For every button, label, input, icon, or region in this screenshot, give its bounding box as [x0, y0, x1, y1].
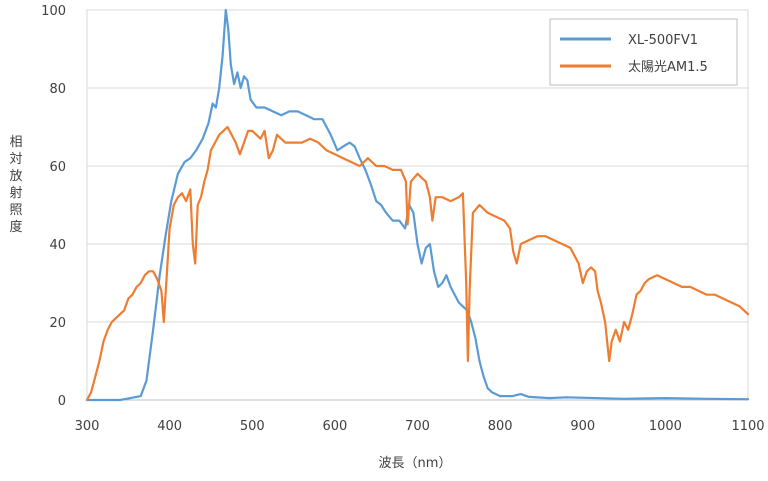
y-tick-80: 80 — [49, 82, 66, 97]
x-tick-800: 800 — [488, 419, 513, 434]
y-tick-labels: 0 20 40 60 80 100 — [41, 4, 66, 409]
y-tick-0: 0 — [58, 394, 66, 409]
x-tick-400: 400 — [157, 419, 182, 434]
y-tick-100: 100 — [41, 4, 66, 19]
legend: XL-500FV1 太陽光AM1.5 — [549, 18, 738, 86]
y-tick-40: 40 — [49, 238, 66, 253]
x-axis-title: 波長（nm） — [379, 456, 452, 471]
y-tick-60: 60 — [49, 160, 66, 175]
x-tick-1100: 1100 — [731, 419, 764, 434]
y-axis-title-char-4: 照 — [9, 203, 22, 218]
series-line-1 — [85, 125, 750, 402]
x-tick-500: 500 — [240, 419, 265, 434]
x-tick-300: 300 — [75, 419, 100, 434]
series-line-0 — [85, 8, 750, 402]
x-tick-1000: 1000 — [649, 419, 682, 434]
legend-label-am15: 太陽光AM1.5 — [628, 60, 708, 75]
x-tick-900: 900 — [570, 419, 595, 434]
y-axis-title-char-1: 対 — [9, 152, 22, 167]
x-tick-700: 700 — [405, 419, 430, 434]
y-axis-title-char-0: 相 — [9, 135, 22, 150]
legend-label-xl-500fv1: XL-500FV1 — [628, 33, 698, 48]
x-tick-labels: 300 400 500 600 700 800 900 1000 1100 — [75, 419, 765, 434]
x-tick-600: 600 — [322, 419, 347, 434]
y-axis-title-char-3: 射 — [9, 185, 22, 201]
y-tick-20: 20 — [49, 316, 66, 331]
series-layer — [85, 8, 750, 402]
grid-layer — [86, 9, 749, 401]
legend-box — [549, 18, 738, 86]
y-axis-title-char-5: 度 — [9, 219, 22, 235]
y-axis-title-char-2: 放 — [9, 169, 22, 184]
